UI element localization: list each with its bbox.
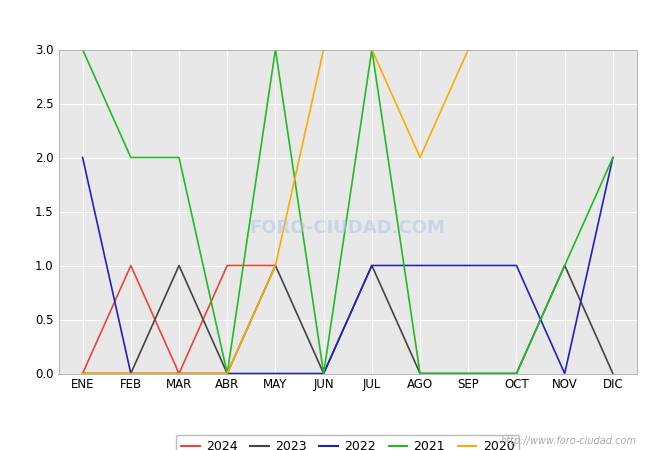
Text: http://www.foro-ciudad.com: http://www.foro-ciudad.com <box>501 436 637 446</box>
Legend: 2024, 2023, 2022, 2021, 2020: 2024, 2023, 2022, 2021, 2020 <box>176 435 519 450</box>
Text: FORO-CIUDAD.COM: FORO-CIUDAD.COM <box>250 219 446 237</box>
Text: Matriculaciones de Vehiculos en Cantalapiedra: Matriculaciones de Vehiculos en Cantalap… <box>146 10 504 26</box>
